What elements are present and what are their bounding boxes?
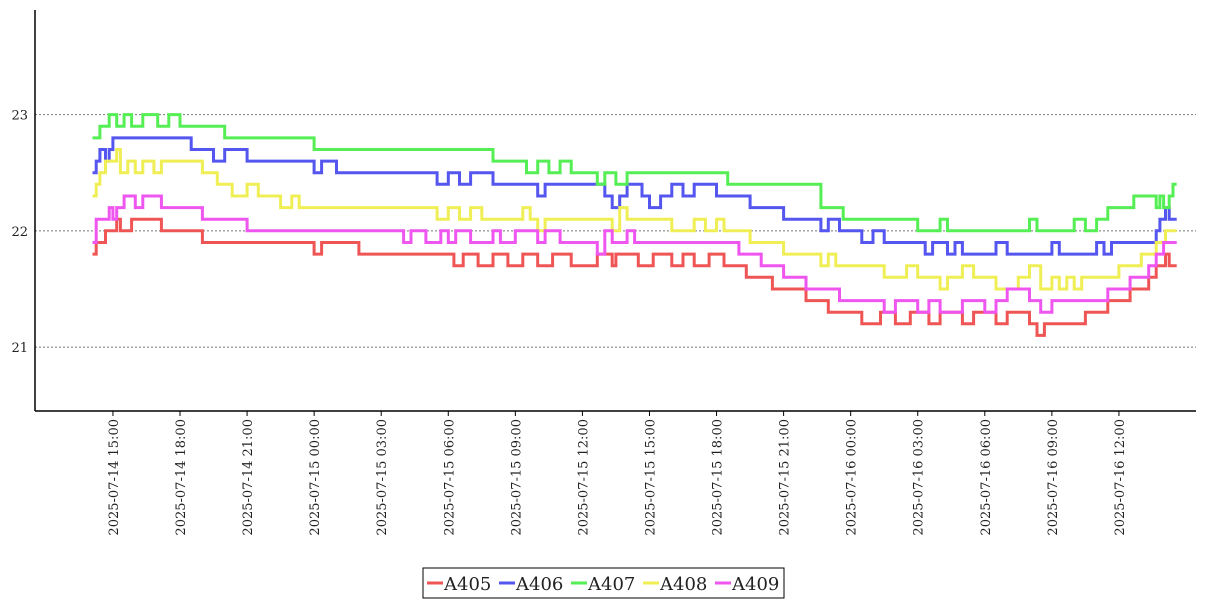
series-line-a409: [92, 194, 1177, 314]
x-tick-label: 2025-07-15 03:00: [375, 419, 390, 536]
axes: [34, 10, 1196, 412]
x-tick-label: 2025-07-15 12:00: [576, 419, 591, 536]
legend-item-a409: A409: [715, 574, 779, 595]
x-tick-label: 2025-07-15 09:00: [509, 419, 524, 536]
legend-label: A407: [587, 574, 635, 595]
x-tick-label: 2025-07-15 18:00: [711, 419, 726, 536]
x-tick-label: 2025-07-16 06:00: [979, 419, 994, 536]
legend-label: A406: [515, 574, 563, 595]
legend: A405 A406 A407 A408 A409: [422, 567, 785, 599]
x-tick-label: 2025-07-15 06:00: [442, 419, 457, 536]
y-tick-labels: 21 22 23: [11, 109, 28, 356]
x-tick-labels: 2025-07-14 15:00 2025-07-14 18:00 2025-07-…: [107, 411, 1128, 536]
series-line-a408: [92, 148, 1177, 291]
x-tick-label: 2025-07-16 09:00: [1046, 419, 1061, 536]
x-tick-label: 2025-07-15 15:00: [643, 419, 658, 536]
x-tick-label: 2025-07-15 00:00: [308, 419, 323, 536]
x-tick-label: 2025-07-14 18:00: [174, 419, 189, 536]
legend-item-a407: A407: [571, 574, 635, 595]
legend-item-a408: A408: [643, 574, 707, 595]
legend-label: A409: [731, 574, 779, 595]
y-tick-label: 22: [11, 225, 28, 240]
x-tick-label: 2025-07-16 00:00: [845, 419, 860, 536]
x-tick-label: 2025-07-16 03:00: [912, 419, 927, 536]
series-line-a406: [92, 136, 1177, 256]
x-tick-label: 2025-07-14 15:00: [107, 419, 122, 536]
legend-label: A408: [659, 574, 707, 595]
y-tick-label: 23: [11, 109, 28, 124]
legend-item-a405: A405: [427, 574, 491, 595]
y-tick-label: 21: [11, 341, 28, 356]
x-tick-label: 2025-07-16 12:00: [1113, 419, 1128, 536]
x-tick-label: 2025-07-14 21:00: [241, 419, 256, 536]
series-line-a407: [92, 113, 1177, 233]
series-lines: [92, 113, 1177, 337]
legend-item-a406: A406: [499, 574, 563, 595]
x-tick-label: 2025-07-15 21:00: [778, 419, 793, 536]
legend-label: A405: [443, 574, 491, 595]
series-line-a405: [92, 217, 1177, 337]
